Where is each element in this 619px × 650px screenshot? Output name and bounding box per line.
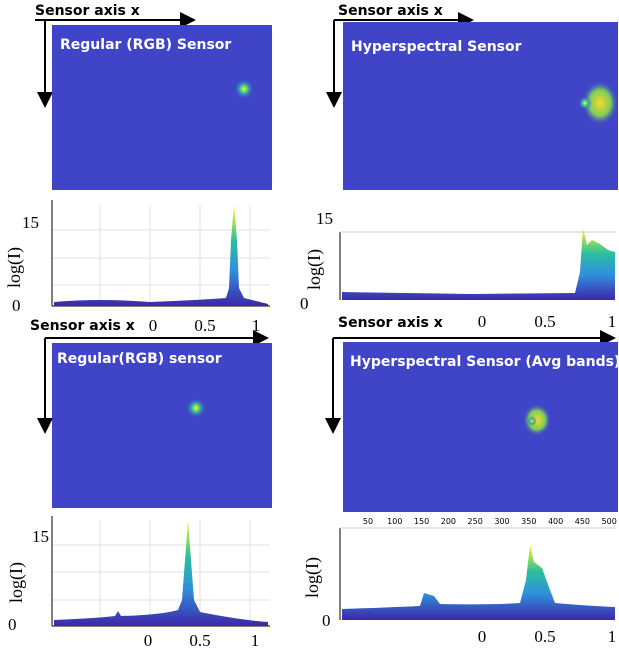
intensity-profile xyxy=(54,520,268,626)
x-tick-label: 0 xyxy=(478,627,487,646)
x-tick-label: 100 xyxy=(387,517,402,526)
y-tick-label: 0 xyxy=(12,296,21,315)
x-tick-label: 1 xyxy=(608,627,617,646)
y-tick-label: 15 xyxy=(316,209,333,228)
x-axis-label: Sensor axis x xyxy=(338,315,443,331)
sensor-image xyxy=(343,22,618,190)
x-tick-label: 50 xyxy=(363,517,373,526)
x-tick-label: 400 xyxy=(548,517,563,526)
panel-title: Regular (RGB) Sensor xyxy=(60,37,231,53)
x-ticks: 50 100 150 200 250 300 350 400 450 500 xyxy=(363,517,617,526)
intensity-profile xyxy=(342,545,615,620)
light-spot xyxy=(527,416,537,426)
y-axis-label: log(I) xyxy=(302,557,323,598)
x-tick-label: 200 xyxy=(441,517,456,526)
x-tick-label: 500 xyxy=(602,517,617,526)
intensity-profile xyxy=(54,205,268,306)
axis-label: Sensor axis x xyxy=(35,3,140,19)
panel-rgb-top: Sensor axis x Regular (RGB) Sensor xyxy=(35,3,272,190)
plot-rgb-top: 15 0 log(I) Sensor axis x 0 0.5 1 xyxy=(4,200,270,335)
x-tick-label: 0 xyxy=(144,631,153,650)
y-axis-label: log(I) xyxy=(6,562,27,603)
panel-title: Hyperspectral Sensor xyxy=(351,39,522,55)
x-tick-label: 350 xyxy=(521,517,536,526)
x-tick-label: 1 xyxy=(608,312,617,331)
y-tick-label: 15 xyxy=(22,213,39,232)
axis-label: Sensor axis x xyxy=(338,3,443,19)
plot-rgb-bottom: 15 0 log(I) 0 0.5 1 xyxy=(6,516,270,650)
light-blob xyxy=(523,404,551,436)
x-tick-label: 0 xyxy=(478,312,487,331)
panel-hyper-top: Sensor axis x Hyperspectral Sensor xyxy=(326,3,618,190)
x-tick-label: 0 xyxy=(149,316,158,335)
x-tick-label: 450 xyxy=(575,517,590,526)
x-tick-label: 0.5 xyxy=(534,627,555,646)
panel-rgb-bottom: Regular(RGB) sensor xyxy=(37,330,272,508)
light-spot xyxy=(186,398,206,418)
y-axis-label: log(I) xyxy=(304,249,325,290)
sensor-image xyxy=(52,25,272,190)
light-blob xyxy=(582,81,618,125)
x-axis-label: Sensor axis x xyxy=(30,318,135,334)
y-tick-label: 0 xyxy=(8,615,17,634)
intensity-profile xyxy=(342,228,615,300)
y-tick-label: 15 xyxy=(32,527,49,546)
x-tick-label: 300 xyxy=(494,517,509,526)
sensor-image xyxy=(343,342,618,512)
light-spot xyxy=(234,79,254,99)
plot-hyper-bottom: 0 log(I) 0 0.5 1 xyxy=(302,527,617,646)
x-tick-label: 0.5 xyxy=(189,631,210,650)
x-tick-label: 0.5 xyxy=(194,316,215,335)
panel-title: Hyperspectral Sensor (Avg bands) xyxy=(350,354,619,370)
x-tick-label: 1 xyxy=(251,631,260,650)
x-tick-label: 1 xyxy=(252,316,261,335)
x-tick-label: 150 xyxy=(414,517,429,526)
y-axis-label: log(I) xyxy=(4,247,25,288)
x-tick-label: 250 xyxy=(468,517,483,526)
panel-title: Regular(RGB) sensor xyxy=(57,351,222,367)
panel-hyper-bottom: Hyperspectral Sensor (Avg bands) 50 100 15… xyxy=(325,330,619,526)
light-spot xyxy=(578,96,592,110)
y-tick-label: 0 xyxy=(322,611,331,630)
sensor-image xyxy=(52,343,272,508)
x-tick-label: 0.5 xyxy=(534,312,555,331)
plot-hyper-top: 15 0 log(I) Sensor axis x 0 0.5 1 xyxy=(300,209,616,331)
y-tick-label: 0 xyxy=(300,294,309,313)
